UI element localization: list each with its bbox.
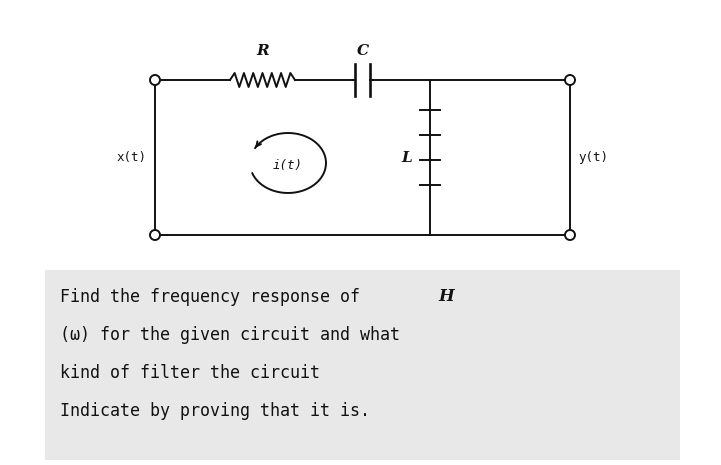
Text: x(t): x(t) — [117, 151, 147, 164]
Text: H: H — [438, 288, 454, 305]
Text: i(t): i(t) — [273, 159, 303, 172]
Text: L: L — [402, 151, 412, 165]
Text: C: C — [356, 44, 368, 58]
Text: Find the frequency response of: Find the frequency response of — [60, 288, 370, 306]
Text: kind of filter the circuit: kind of filter the circuit — [60, 364, 320, 382]
Text: R: R — [256, 44, 269, 58]
Text: Indicate by proving that it is.: Indicate by proving that it is. — [60, 402, 370, 420]
Text: (ω) for the given circuit and what: (ω) for the given circuit and what — [60, 326, 400, 344]
Text: y(t): y(t) — [578, 151, 608, 164]
FancyBboxPatch shape — [45, 270, 680, 460]
